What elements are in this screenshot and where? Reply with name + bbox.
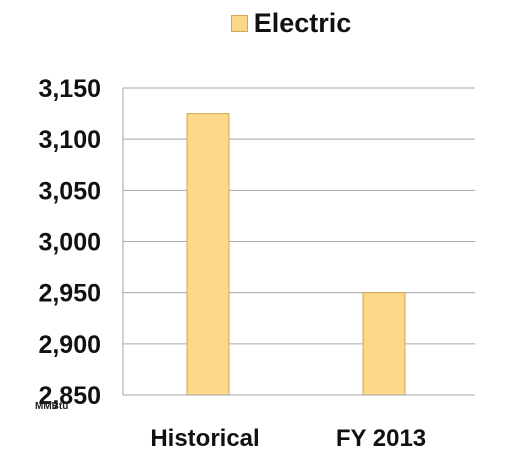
legend-label-electric: Electric <box>253 8 352 38</box>
x-tick-label: Historical <box>150 425 259 451</box>
x-tick-label: FY 2013 <box>336 425 426 451</box>
y-tick-label: 3,050 <box>38 177 101 205</box>
legend-item-electric: Electric <box>230 8 352 39</box>
y-tick-label: 2,950 <box>38 280 101 308</box>
legend-swatch-electric <box>230 15 248 32</box>
axis-layer <box>122 88 475 396</box>
y-tick-label: 3,150 <box>38 75 101 103</box>
legend: Electric <box>0 8 506 39</box>
bar-fy-2013 <box>362 292 406 396</box>
y-tick-label: 3,000 <box>38 229 101 257</box>
y-axis-unit-label: MMBtu <box>35 401 69 412</box>
label-layer: 3,150 3,100 3,050 3,000 2,950 2,900 2,850 Histo… <box>38 75 426 451</box>
grid-layer <box>123 87 475 345</box>
y-tick-label: 2,900 <box>38 331 101 359</box>
y-tick-label: 2,850 <box>38 382 101 410</box>
bar-layer <box>186 113 406 396</box>
bar-historical <box>186 113 230 396</box>
y-tick-label: 3,100 <box>38 126 101 154</box>
